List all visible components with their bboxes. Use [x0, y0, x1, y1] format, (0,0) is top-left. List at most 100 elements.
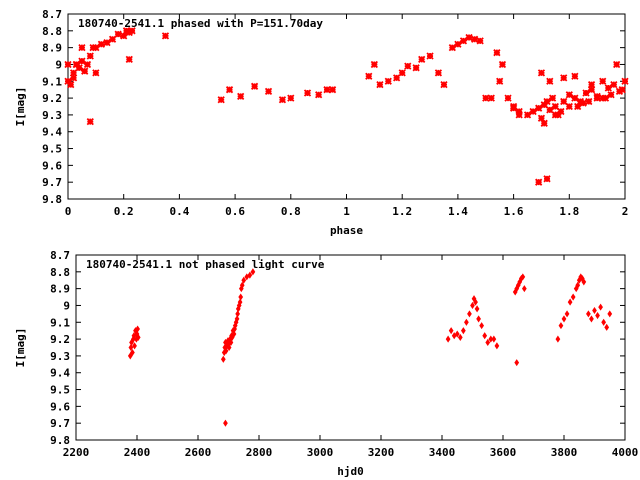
x-tick-label: 2600: [185, 446, 212, 459]
data-point: [72, 60, 80, 69]
data-point: [103, 38, 111, 47]
data-point: [504, 94, 512, 102]
x-tick-label: 1: [343, 205, 350, 218]
data-point: [535, 104, 543, 112]
data-point: [303, 89, 312, 97]
x-tick-label: 3600: [490, 446, 517, 459]
data-point: [64, 60, 72, 69]
unphased-light-curve-panel: 2200 2400 2600 2800 3000 3200 3400 3600 3800 4000…: [14, 249, 638, 478]
data-point: [264, 87, 273, 95]
data-point: [247, 271, 253, 279]
x-tick-label: 0.2: [114, 205, 134, 218]
data-point: [482, 332, 488, 340]
data-point: [225, 86, 234, 94]
data-point: [610, 81, 618, 89]
data-point: [220, 355, 226, 363]
y-tick-label: 9.3: [50, 350, 70, 363]
data-point: [237, 92, 245, 101]
data-point: [498, 60, 507, 69]
x-tick-label: 3200: [368, 446, 395, 459]
data-point: [398, 69, 406, 77]
y-axis-label: I[mag]: [14, 87, 27, 127]
x-tick-label: 2200: [63, 446, 90, 459]
data-point: [97, 40, 106, 48]
phased-light-curve-panel: 0 0.2 0.4 0.6 0.8 1 1.2 1.4 1.6 1.8 2 8.7 8.8 8.9 9 9.1…: [14, 8, 629, 237]
data-point: [523, 111, 532, 119]
data-point: [598, 303, 603, 311]
data-point: [132, 342, 137, 350]
data-point: [485, 338, 491, 346]
data-point: [404, 62, 412, 70]
chart-title: 180740-2541.1 phased with P=151.70day: [78, 17, 323, 30]
data-point: [565, 102, 573, 111]
x-tick-label: 1.8: [559, 205, 579, 218]
data-point: [467, 310, 472, 318]
data-point: [161, 32, 170, 40]
data-point: [557, 107, 565, 116]
data-point: [482, 94, 490, 102]
data-point: [586, 310, 591, 318]
x-tick-label: 2400: [124, 446, 151, 459]
data-point: [287, 94, 295, 102]
data-point: [223, 419, 228, 427]
data-point: [575, 281, 581, 289]
y-tick-label: 8.8: [42, 25, 62, 38]
data-point: [587, 86, 596, 94]
data-point: [564, 310, 570, 318]
data-point: [445, 335, 451, 343]
data-point: [560, 97, 568, 106]
data-point: [479, 322, 485, 330]
data-point: [75, 64, 83, 72]
x-tick-label: 0.8: [281, 205, 301, 218]
data-point: [89, 44, 97, 52]
y-tick-label: 9.3: [42, 109, 62, 122]
data-point: [585, 97, 593, 106]
data-point: [86, 52, 94, 60]
data-point: [487, 94, 495, 102]
data-point: [465, 33, 473, 42]
data-point: [543, 97, 551, 106]
data-point: [515, 107, 523, 116]
data-point: [551, 111, 560, 119]
data-point: [384, 77, 392, 85]
y-tick-label: 9.7: [42, 176, 62, 189]
data-point: [537, 114, 546, 122]
data-point: [81, 67, 89, 75]
data-point: [488, 335, 494, 343]
data-point: [376, 81, 384, 89]
data-point: [235, 310, 241, 318]
x-tick-label: 0.4: [169, 205, 189, 218]
x-tick-label: 0: [65, 205, 72, 218]
data-point: [365, 72, 373, 80]
data-point: [579, 99, 587, 107]
y-tick-label: 9.4: [50, 367, 70, 380]
data-point: [473, 298, 478, 306]
chart-title: 180740-2541.1 not phased light curve: [86, 258, 325, 271]
x-tick-label: 3000: [307, 446, 334, 459]
data-point: [464, 318, 469, 326]
data-point: [217, 96, 225, 104]
data-point: [571, 72, 579, 80]
data-point: [418, 55, 426, 64]
data-point: [231, 330, 237, 338]
y-tick-label: 9.5: [42, 143, 62, 156]
data-point: [223, 347, 229, 355]
data-point: [448, 327, 454, 335]
y-tick-label: 9.2: [42, 92, 62, 105]
data-point: [592, 306, 597, 315]
x-axis-label: phase: [330, 224, 363, 237]
x-tick-label: 4000: [612, 446, 639, 459]
data-point: [241, 276, 247, 284]
data-point: [509, 104, 518, 112]
data-point: [130, 349, 135, 357]
data-point: [69, 69, 78, 77]
data-point: [323, 86, 331, 94]
data-point: [328, 86, 337, 94]
data-point: [548, 94, 557, 102]
data-point: [454, 330, 460, 338]
data-point: [476, 37, 484, 45]
data-point: [92, 69, 100, 77]
data-point: [457, 333, 463, 341]
data-point: [128, 27, 136, 35]
data-point: [460, 327, 466, 335]
